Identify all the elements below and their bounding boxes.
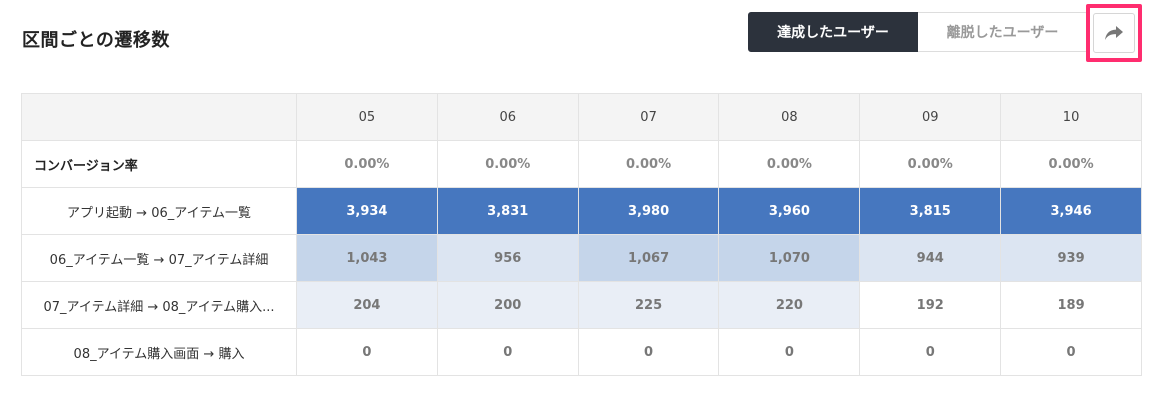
transition-row: 07_アイテム詳細 → 08_アイテム購入... 204 200 225 220 192 1…: [21, 281, 1142, 329]
column-header: 06: [436, 93, 579, 141]
transition-count-cell[interactable]: 3,934: [296, 187, 438, 235]
column-header: 10: [1000, 93, 1142, 141]
transition-count-cell[interactable]: 1,067: [577, 234, 720, 282]
transition-row: 08_アイテム購入画面 → 購入 0 0 0 0 0 0: [21, 328, 1142, 376]
transition-row: 06_アイテム一覧 → 07_アイテム詳細 1,043 956 1,067 1,070 9…: [21, 234, 1142, 282]
conversion-rate-row: コンバージョン率 0.00% 0.00% 0.00% 0.00% 0.00% 0…: [21, 140, 1142, 188]
achieved-users-tab[interactable]: 達成したユーザー: [748, 12, 918, 52]
transition-count-cell[interactable]: 204: [296, 281, 438, 329]
share-button[interactable]: [1093, 13, 1135, 53]
conversion-rate-cell: 0.00%: [859, 140, 1002, 188]
conversion-rate-cell: 0.00%: [718, 140, 861, 188]
churned-users-tab[interactable]: 離脱したユーザー: [918, 12, 1088, 52]
share-highlight-frame: [1086, 4, 1142, 62]
transition-count-cell[interactable]: 3,980: [577, 187, 720, 235]
transition-count-cell[interactable]: 3,960: [718, 187, 861, 235]
transition-count-cell[interactable]: 3,831: [436, 187, 579, 235]
column-header: 09: [859, 93, 1002, 141]
row-label: コンバージョン率: [21, 140, 297, 188]
conversion-rate-cell: 0.00%: [577, 140, 720, 188]
transition-count-cell[interactable]: 220: [718, 281, 861, 329]
conversion-rate-cell: 0.00%: [436, 140, 579, 188]
row-label: 06_アイテム一覧 → 07_アイテム詳細: [21, 234, 297, 282]
transition-count-cell[interactable]: 200: [436, 281, 579, 329]
transition-count-cell[interactable]: 0: [296, 328, 438, 376]
transition-count-cell[interactable]: 956: [436, 234, 579, 282]
transition-count-cell[interactable]: 1,070: [718, 234, 861, 282]
transition-count-cell[interactable]: 192: [859, 281, 1002, 329]
transition-count-cell[interactable]: 3,815: [859, 187, 1002, 235]
user-segment-toggle: 達成したユーザー 離脱したユーザー: [748, 12, 1088, 52]
transition-row: アプリ起動 → 06_アイテム一覧 3,934 3,831 3,980 3,960 3,8…: [21, 187, 1142, 235]
transition-count-cell[interactable]: 939: [1000, 234, 1142, 282]
column-header: 05: [296, 93, 438, 141]
transition-count-cell[interactable]: 1,043: [296, 234, 438, 282]
transition-count-cell[interactable]: 0: [577, 328, 720, 376]
transition-table: 05 06 07 08 09 10 コンバージョン率 0.00% 0.00% 0…: [21, 93, 1142, 376]
transition-count-cell[interactable]: 0: [718, 328, 861, 376]
conversion-rate-cell: 0.00%: [296, 140, 438, 188]
page-title: 区間ごとの遷移数: [22, 30, 170, 51]
share-arrow-icon: [1105, 26, 1123, 40]
conversion-rate-cell: 0.00%: [1000, 140, 1142, 188]
column-header: 07: [577, 93, 720, 141]
row-label: アプリ起動 → 06_アイテム一覧: [21, 187, 297, 235]
transition-count-cell[interactable]: 0: [1000, 328, 1142, 376]
row-label: 08_アイテム購入画面 → 購入: [21, 328, 297, 376]
transition-count-cell[interactable]: 225: [577, 281, 720, 329]
header-corner: [21, 93, 297, 141]
transition-count-cell[interactable]: 0: [859, 328, 1002, 376]
header-row: 05 06 07 08 09 10: [21, 93, 1142, 141]
column-header: 08: [718, 93, 861, 141]
transition-count-cell[interactable]: 189: [1000, 281, 1142, 329]
row-label: 07_アイテム詳細 → 08_アイテム購入...: [21, 281, 297, 329]
transition-count-cell[interactable]: 0: [436, 328, 579, 376]
transition-count-cell[interactable]: 3,946: [1000, 187, 1142, 235]
transition-count-cell[interactable]: 944: [859, 234, 1002, 282]
